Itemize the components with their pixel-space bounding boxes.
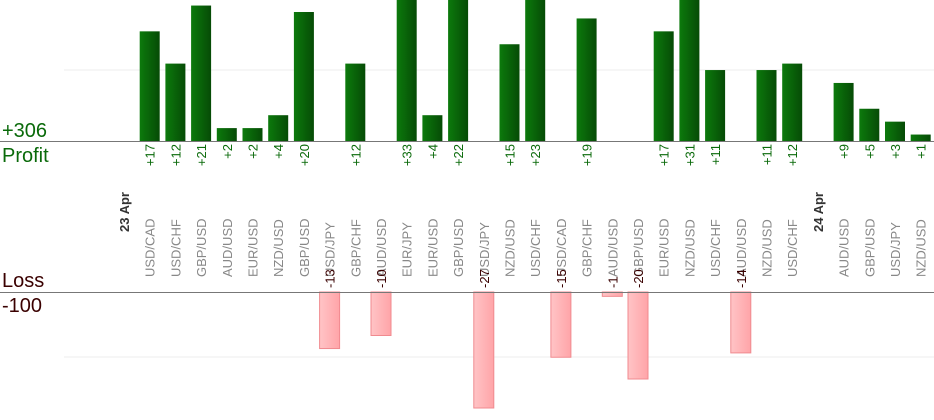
profit-bar bbox=[679, 0, 700, 141]
category-label: EUR/JPY bbox=[400, 222, 415, 277]
loss-data-label: -14 bbox=[734, 269, 749, 288]
category-label: NZD/USD bbox=[914, 219, 929, 277]
loss-total-label: -100 bbox=[2, 295, 43, 317]
category-label: EUR/USD bbox=[246, 218, 261, 277]
category-label: GBP/USD bbox=[194, 218, 209, 277]
category-label: AUD/USD bbox=[220, 218, 235, 277]
profit-data-label: +9 bbox=[837, 144, 852, 159]
profit-bar bbox=[216, 128, 237, 141]
profit-data-label: +31 bbox=[682, 144, 697, 166]
profit-label: Profit bbox=[2, 145, 49, 167]
profit-bar bbox=[396, 0, 417, 141]
loss-data-label: -20 bbox=[631, 269, 646, 288]
profit-data-label: +12 bbox=[785, 144, 800, 166]
profit-bar bbox=[191, 5, 212, 141]
loss-data-label: -10 bbox=[374, 269, 389, 288]
loss-bar bbox=[473, 291, 495, 409]
profit-bar bbox=[293, 12, 314, 141]
category-label: USD/JPY bbox=[477, 222, 492, 277]
profit-data-label: +12 bbox=[348, 144, 363, 166]
category-label: AUD/USD bbox=[837, 218, 852, 277]
profit-bar bbox=[422, 115, 443, 141]
profit-data-label: +1 bbox=[914, 144, 929, 159]
category-label: GBP/USD bbox=[631, 218, 646, 277]
profit-data-label: +22 bbox=[451, 144, 466, 166]
loss-data-label: -1 bbox=[605, 276, 620, 288]
profit-bar bbox=[268, 115, 289, 141]
profit-bar bbox=[833, 82, 854, 141]
profit-bar bbox=[705, 70, 726, 141]
loss-data-label: -13 bbox=[323, 269, 338, 288]
profit-data-label: +2 bbox=[246, 144, 261, 159]
profit-data-label: +21 bbox=[194, 144, 209, 166]
category-label: GBP/USD bbox=[297, 218, 312, 277]
profit-bar bbox=[448, 0, 469, 141]
loss-label: Loss bbox=[2, 270, 45, 292]
category-label: NZD/USD bbox=[760, 219, 775, 277]
profit-data-label: +3 bbox=[888, 144, 903, 159]
category-label: EUR/USD bbox=[657, 218, 672, 277]
loss-bar bbox=[730, 291, 752, 354]
profit-data-label: +15 bbox=[503, 144, 518, 166]
profit-bar bbox=[165, 63, 186, 141]
loss-bar bbox=[627, 291, 649, 380]
profit-bar bbox=[782, 63, 803, 141]
profit-bar bbox=[345, 63, 366, 141]
category-label: USD/CAD bbox=[554, 218, 569, 277]
profit-bar bbox=[242, 128, 263, 141]
category-label: USD/CHF bbox=[168, 219, 183, 277]
date-label: 23 Apr bbox=[117, 192, 132, 232]
profit-data-label: +12 bbox=[168, 144, 183, 166]
profit-bar bbox=[756, 70, 777, 141]
profit-bar bbox=[653, 31, 674, 142]
category-label: AUD/USD bbox=[374, 218, 389, 277]
profit-data-label: +33 bbox=[400, 144, 415, 166]
category-label: EUR/USD bbox=[425, 218, 440, 277]
category-label: USD/JPY bbox=[323, 222, 338, 277]
profit-data-label: +2 bbox=[220, 144, 235, 159]
profit-data-label: +5 bbox=[862, 144, 877, 159]
category-label: USD/JPY bbox=[888, 222, 903, 277]
category-label: USD/CAD bbox=[143, 218, 158, 277]
category-label: NZD/USD bbox=[271, 219, 286, 277]
profit-data-label: +4 bbox=[271, 144, 286, 159]
loss-data-label: -27 bbox=[477, 269, 492, 288]
category-label: GBP/USD bbox=[451, 218, 466, 277]
date-label: 24 Apr bbox=[811, 192, 826, 232]
category-label: AUD/USD bbox=[734, 218, 749, 277]
loss-bar bbox=[370, 291, 392, 336]
profit-bar bbox=[525, 0, 546, 141]
profit-bar bbox=[910, 134, 931, 141]
profit-data-label: +17 bbox=[657, 144, 672, 166]
profit-data-label: +4 bbox=[425, 144, 440, 159]
profit-data-label: +23 bbox=[528, 144, 543, 166]
profit-data-label: +19 bbox=[580, 144, 595, 166]
category-label: GBP/USD bbox=[862, 218, 877, 277]
category-label: USD/CHF bbox=[708, 219, 723, 277]
profit-data-label: +17 bbox=[143, 144, 158, 166]
profit-bar bbox=[499, 44, 520, 141]
profit-data-label: +20 bbox=[297, 144, 312, 166]
profit-bar bbox=[576, 18, 597, 142]
loss-bar bbox=[550, 291, 572, 358]
total-result-label: +306 bbox=[2, 120, 48, 142]
category-label: USD/CHF bbox=[785, 219, 800, 277]
category-label: USD/CHF bbox=[528, 219, 543, 277]
loss-data-label: -15 bbox=[554, 269, 569, 288]
profit-bar bbox=[885, 121, 905, 141]
loss-bar bbox=[319, 291, 341, 350]
profit-data-label: +11 bbox=[708, 144, 723, 165]
category-label: GBP/CHF bbox=[580, 219, 595, 277]
category-label: GBP/CHF bbox=[348, 219, 363, 277]
profit-bar bbox=[139, 31, 160, 142]
category-label: AUD/USD bbox=[605, 218, 620, 277]
category-label: NZD/USD bbox=[682, 219, 697, 277]
profit-bar bbox=[859, 108, 880, 141]
profit-data-label: +11 bbox=[760, 144, 775, 165]
category-label: NZD/USD bbox=[503, 219, 518, 277]
